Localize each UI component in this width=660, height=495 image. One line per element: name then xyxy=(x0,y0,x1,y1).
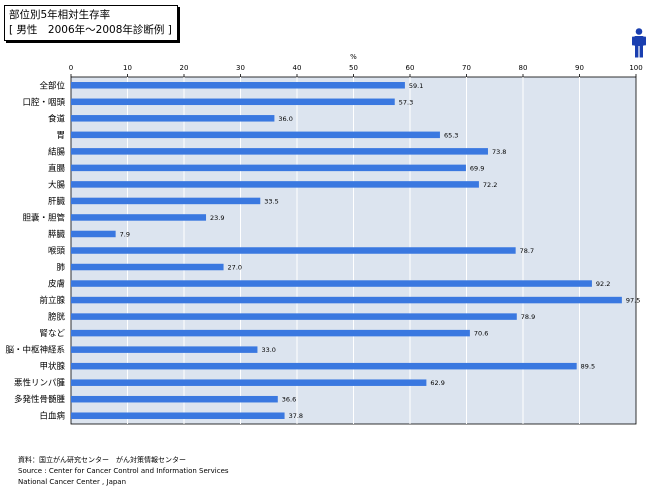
category-label: 大腸 xyxy=(48,179,66,190)
value-label: 23.9 xyxy=(210,214,224,222)
value-label: 69.9 xyxy=(470,164,484,172)
x-unit-label: % xyxy=(350,53,357,61)
source-line-ja: 資料：国立がん研究センター がん対策情報センター xyxy=(18,456,186,464)
value-label: 27.0 xyxy=(228,264,242,272)
source-line-en: Source : Center for Cancer Control and I… xyxy=(18,467,229,475)
value-label: 97.5 xyxy=(626,297,640,305)
bar xyxy=(71,98,395,106)
bar xyxy=(71,313,517,320)
category-label: 胃 xyxy=(56,131,65,141)
x-tick-label: 70 xyxy=(462,64,471,72)
category-label: 直腸 xyxy=(48,163,66,174)
bar xyxy=(71,329,470,337)
value-label: 33.5 xyxy=(264,197,278,205)
value-label: 57.3 xyxy=(399,98,413,106)
category-label: 結腸 xyxy=(48,146,66,157)
value-label: 78.7 xyxy=(520,247,534,255)
male-person-icon xyxy=(632,28,646,58)
x-tick-label: 100 xyxy=(629,64,642,72)
bar xyxy=(71,164,466,172)
value-label: 37.8 xyxy=(289,412,303,420)
bar xyxy=(71,148,488,155)
bar xyxy=(71,82,405,89)
bar xyxy=(71,362,577,370)
value-label: 7.9 xyxy=(120,230,130,238)
bar xyxy=(71,395,278,403)
x-tick-label: 50 xyxy=(349,64,358,72)
bar xyxy=(71,131,440,139)
value-label: 59.1 xyxy=(409,82,423,90)
value-label: 65.3 xyxy=(444,131,458,139)
chart-subtitle: [ 男性 2006年〜2008年診断例 ] xyxy=(9,24,172,36)
category-label: 全部位 xyxy=(39,80,65,91)
bar xyxy=(71,263,224,271)
bar xyxy=(71,379,427,386)
category-label: 腎など xyxy=(39,329,65,339)
category-label: 皮膚 xyxy=(48,279,65,290)
value-label: 78.9 xyxy=(521,313,535,321)
value-label: 36.6 xyxy=(282,396,296,404)
bar xyxy=(71,280,592,287)
chart-title: 部位別5年相対生存率 xyxy=(9,9,111,21)
value-label: 73.8 xyxy=(492,148,506,156)
category-label: 多発性骨髄腫 xyxy=(14,394,66,405)
value-label: 70.6 xyxy=(474,330,488,338)
value-label: 36.0 xyxy=(278,115,292,123)
category-label: 膵臓 xyxy=(48,229,66,240)
value-label: 33.0 xyxy=(261,346,275,354)
bar xyxy=(71,214,207,221)
bar xyxy=(71,346,258,353)
category-label: 肝臓 xyxy=(48,196,66,207)
x-tick-label: 20 xyxy=(180,64,189,72)
bar xyxy=(71,412,285,419)
category-label: 喉頭 xyxy=(48,246,66,257)
value-label: 72.2 xyxy=(483,181,497,189)
chart-title-box: 部位別5年相対生存率 [ 男性 2006年〜2008年診断例 ] xyxy=(4,5,178,41)
category-label: 口腔・咽頭 xyxy=(22,97,65,108)
x-tick-label: 30 xyxy=(236,64,245,72)
x-tick-label: 80 xyxy=(519,64,528,72)
category-label: 前立腺 xyxy=(39,295,65,306)
bar xyxy=(71,296,622,304)
bar xyxy=(71,181,479,188)
source-line-org: National Cancer Center , Japan xyxy=(18,478,127,486)
x-tick-label: 0 xyxy=(69,64,73,72)
bar xyxy=(71,115,275,122)
value-label: 92.2 xyxy=(596,280,610,288)
x-tick-label: 90 xyxy=(575,64,584,72)
x-tick-label: 10 xyxy=(123,64,132,72)
bar xyxy=(71,247,516,254)
category-label: 悪性リンパ腫 xyxy=(14,378,66,389)
value-label: 89.5 xyxy=(581,363,595,371)
category-label: 膀胱 xyxy=(48,312,66,323)
category-label: 食道 xyxy=(48,113,66,124)
value-label: 62.9 xyxy=(430,379,444,387)
bar xyxy=(71,197,261,205)
category-label: 脳・中枢神経系 xyxy=(5,345,65,356)
category-label: 甲状腺 xyxy=(39,361,65,372)
bar xyxy=(71,230,116,238)
category-label: 肺 xyxy=(56,263,65,273)
x-tick-label: 60 xyxy=(406,64,415,72)
source-footer: 資料：国立がん研究センター がん対策情報センター Source : Center… xyxy=(18,455,229,488)
x-tick-label: 40 xyxy=(293,64,302,72)
category-label: 胆嚢・胆管 xyxy=(22,212,65,223)
category-label: 白血病 xyxy=(39,411,65,422)
